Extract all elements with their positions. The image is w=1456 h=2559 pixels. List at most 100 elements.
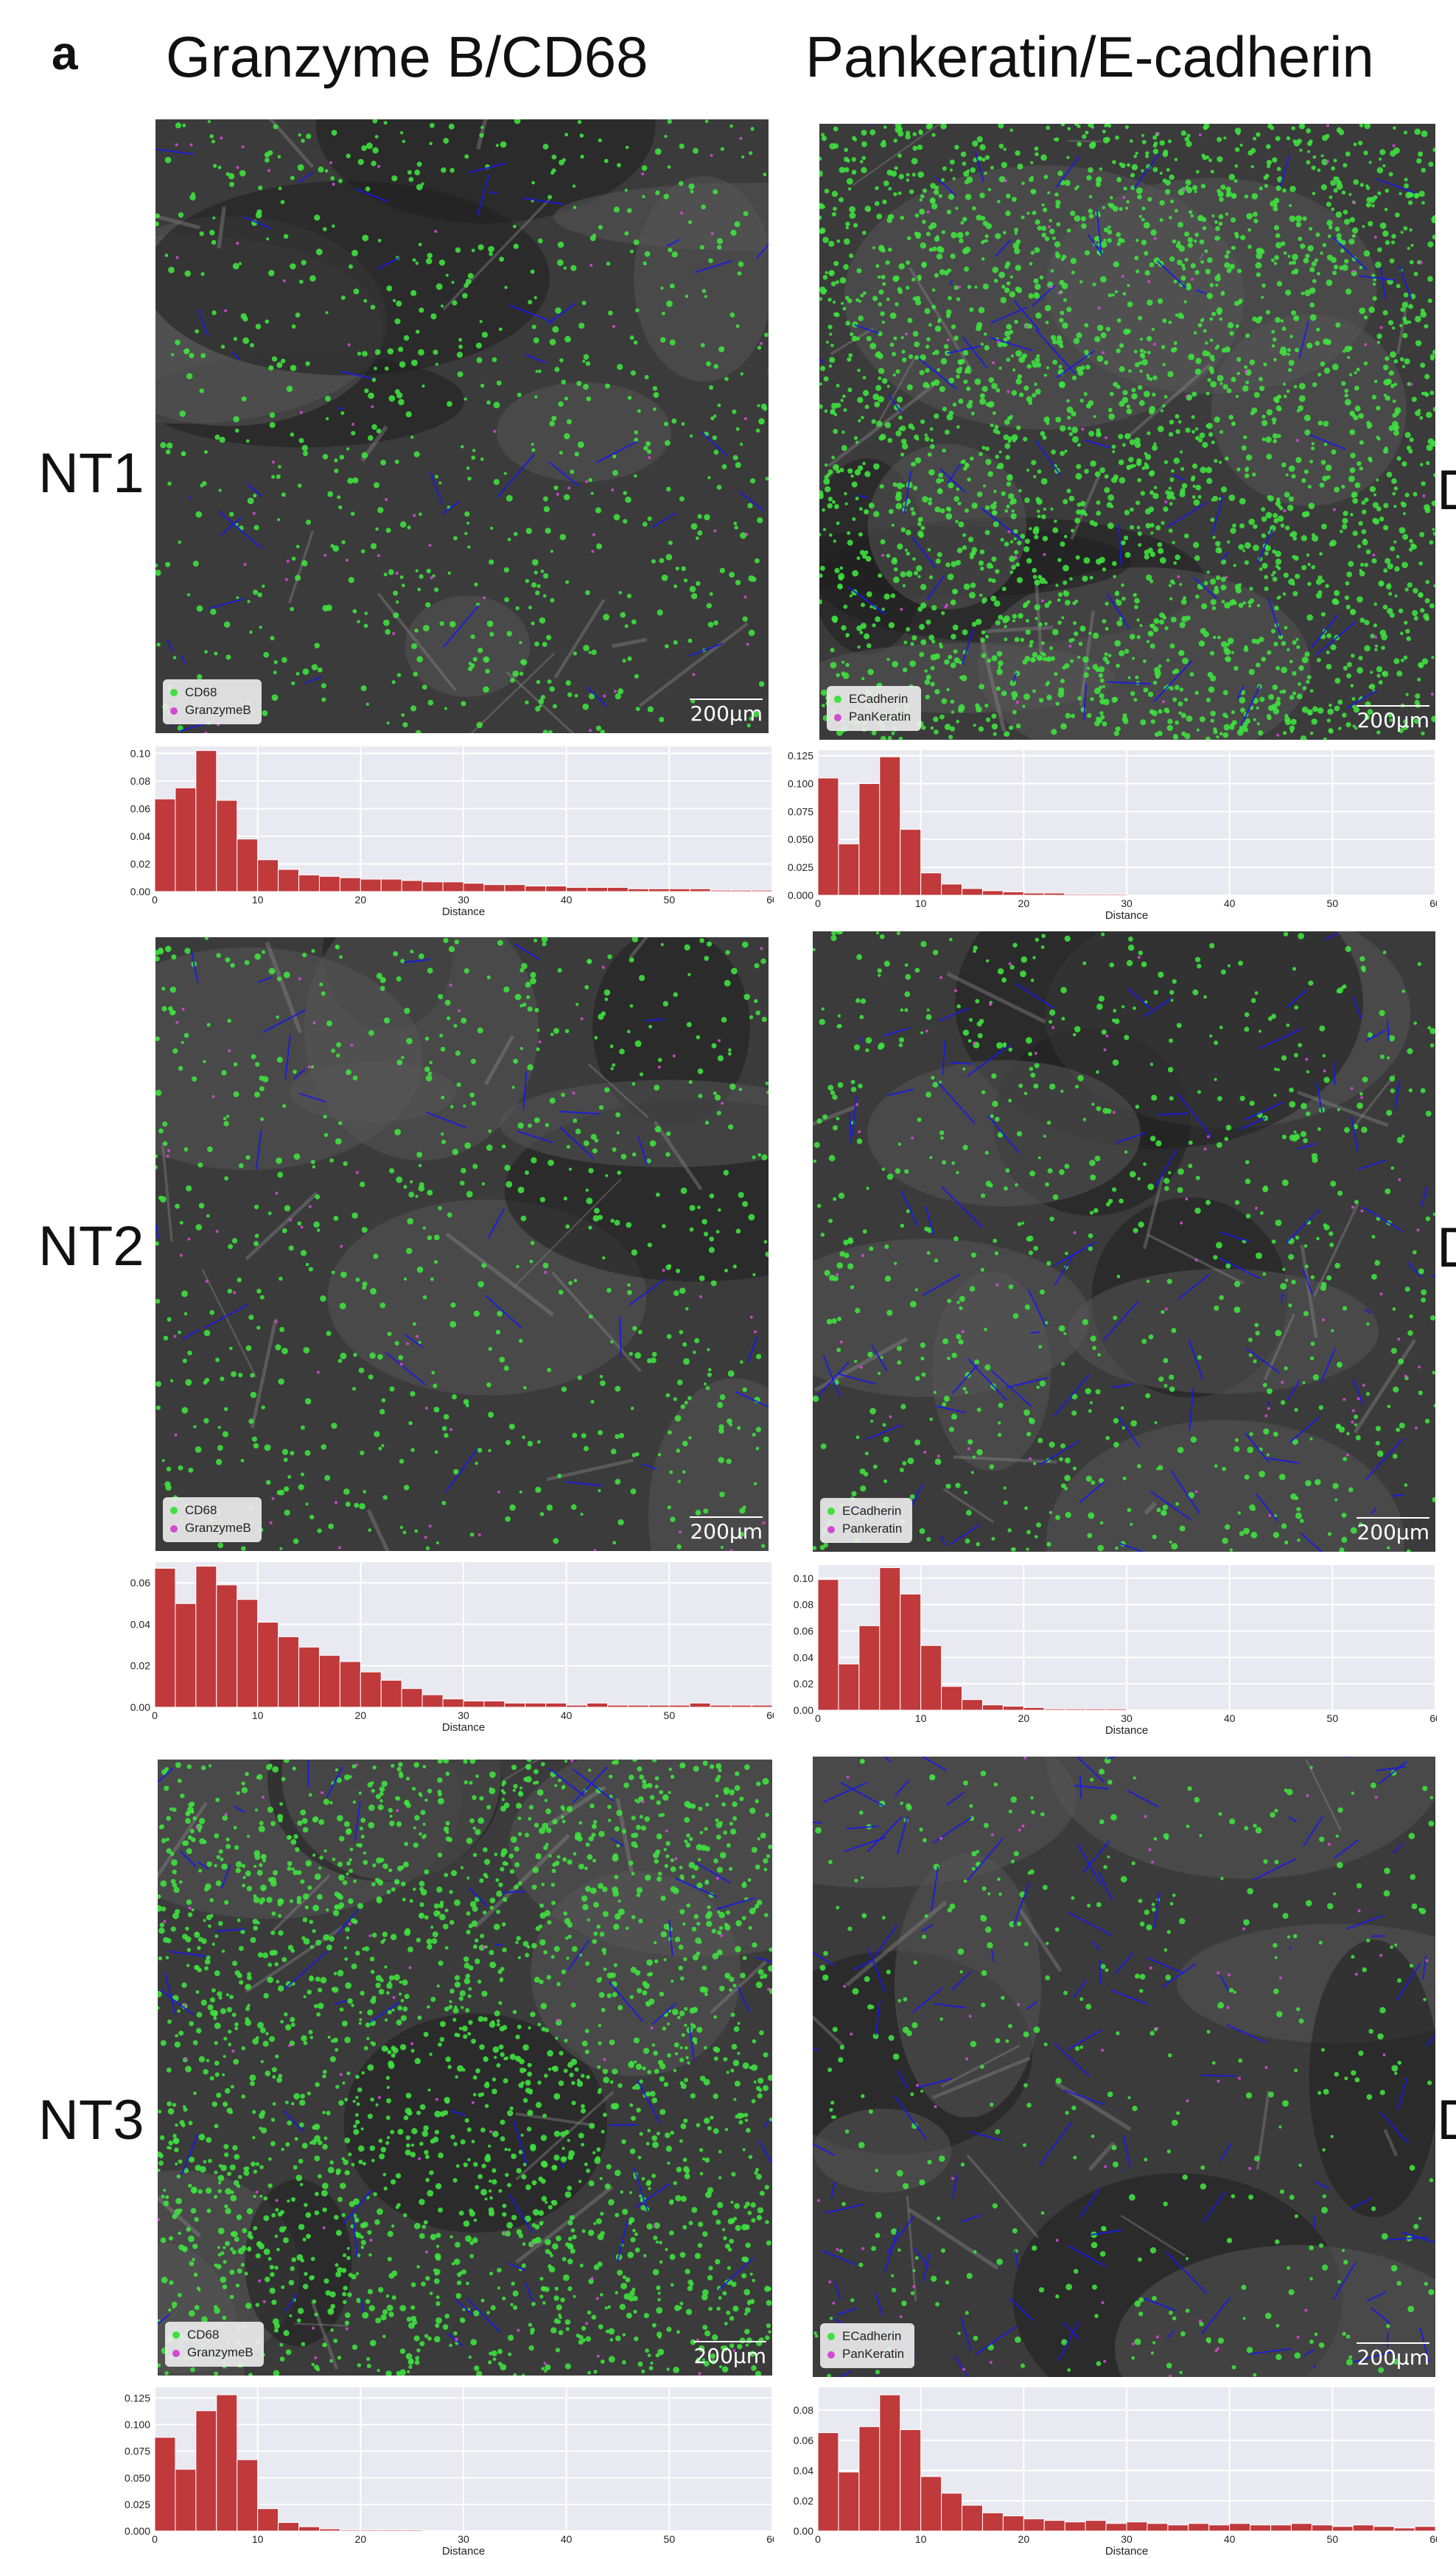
histogram-bar — [751, 1704, 773, 1708]
y-tick-label: 0.06 — [130, 802, 150, 814]
histogram-bar — [318, 1655, 340, 1708]
legend-label: ECadherin — [849, 691, 909, 706]
histogram-bar — [1023, 1706, 1045, 1711]
scale-bar: 200μm — [690, 699, 763, 726]
histogram-bar — [981, 1704, 1004, 1711]
histogram-bar — [298, 874, 320, 892]
histogram-bar — [216, 2394, 238, 2532]
y-tick-label: 0.100 — [125, 2419, 150, 2431]
histogram-bar — [401, 1688, 423, 1708]
histogram-bar — [1002, 2515, 1024, 2532]
histogram-bar — [1270, 2524, 1292, 2532]
histogram-bar — [1043, 892, 1065, 896]
histogram-bar — [627, 888, 649, 892]
y-tick-label: 0.00 — [130, 1701, 150, 1713]
histogram-bar — [817, 2432, 839, 2532]
green-dot-icon — [834, 696, 841, 704]
y-tick-label: 0.000 — [788, 889, 813, 901]
scale-bar: 200μm — [1357, 1517, 1429, 1544]
histogram-bar — [442, 1698, 464, 1708]
x-tick-label: 30 — [1121, 897, 1133, 909]
histogram-bar — [981, 890, 1004, 896]
histogram-bar — [175, 1603, 197, 1708]
histogram-bar — [1167, 2524, 1189, 2532]
column-title-pankeratin: Pankeratin/E-cadherin — [805, 24, 1374, 89]
y-tick-label: 0.08 — [794, 2404, 813, 2416]
histogram-bar — [380, 878, 402, 892]
histogram-bar — [1250, 2524, 1272, 2532]
histogram-bar — [1311, 2524, 1333, 2532]
histogram-bar — [668, 1704, 690, 1708]
x-tick-label: 50 — [1327, 897, 1339, 909]
y-tick-label: 0.02 — [794, 2495, 813, 2507]
histogram-bar — [879, 2394, 901, 2532]
legend-label: CD68 — [185, 685, 217, 699]
image-legend: CD68 GranzymeB — [163, 1496, 262, 1542]
histogram-bar — [1229, 2523, 1251, 2532]
y-tick-label: 0.10 — [130, 747, 150, 759]
histogram-bar — [1085, 2520, 1107, 2532]
x-tick-label: 20 — [355, 894, 367, 906]
x-tick-label: 60 — [766, 1709, 774, 1721]
magenta-dot-icon — [170, 1524, 178, 1533]
histogram-bar — [1126, 2521, 1148, 2532]
y-tick-label: 0.02 — [794, 1678, 813, 1690]
legend-label: ECadherin — [842, 2328, 902, 2343]
histogram-bar — [920, 872, 942, 896]
y-tick-label: 0.04 — [794, 1651, 813, 1663]
y-tick-label: 0.00 — [794, 2525, 813, 2537]
histogram-bar — [318, 875, 340, 892]
x-tick-label: 30 — [458, 2533, 469, 2545]
y-tick-label: 0.075 — [125, 2446, 150, 2457]
x-tick-label: 0 — [152, 894, 158, 906]
histogram-bar — [648, 1704, 670, 1708]
histogram-bar — [648, 888, 670, 892]
y-tick-label: 0.08 — [130, 775, 150, 787]
histogram-bar — [545, 1702, 567, 1708]
histogram-bar — [1064, 1708, 1086, 1711]
x-tick-label: 60 — [1429, 897, 1437, 909]
x-axis-label: Distance — [442, 906, 485, 918]
scale-bar: 200μm — [1357, 2342, 1429, 2370]
x-tick-label: 0 — [152, 2533, 158, 2545]
microscopy-image: CD68 GranzymeB 200μm — [155, 937, 769, 1551]
microscopy-image: ECadherin Pankeratin 200μm — [813, 931, 1435, 1552]
green-dot-icon — [827, 2333, 835, 2341]
x-tick-label: 60 — [1429, 1712, 1437, 1724]
x-tick-label: 50 — [664, 1709, 676, 1721]
histogram-bar — [195, 2410, 217, 2532]
cutoff-label: D — [1437, 2093, 1456, 2149]
x-tick-label: 0 — [152, 1709, 158, 1721]
image-legend: ECadherin PanKeratin — [827, 685, 922, 731]
histogram-bar — [1105, 893, 1127, 896]
histogram-bar — [627, 1704, 649, 1708]
x-axis-label: Distance — [1105, 909, 1148, 922]
histogram-bar — [195, 750, 217, 892]
histogram-bar — [858, 783, 881, 896]
histogram-bar — [442, 881, 464, 892]
image-legend: ECadherin Pankeratin — [820, 1497, 913, 1543]
magenta-dot-icon — [827, 1525, 835, 1533]
y-tick-label: 0.06 — [794, 2434, 813, 2446]
histogram-bar — [900, 2429, 922, 2532]
histogram-bar — [1188, 2523, 1210, 2532]
microscopy-image: ECadherin PanKeratin 200μm — [813, 1757, 1435, 2377]
histogram-bar — [566, 1704, 588, 1708]
legend-label: GranzymeB — [185, 1521, 251, 1536]
x-axis-label: Distance — [1105, 1724, 1148, 1737]
histogram-bar — [380, 2530, 402, 2532]
histogram-bar — [566, 886, 588, 892]
histogram-bar — [941, 2493, 963, 2532]
y-tick-label: 0.04 — [130, 830, 150, 842]
histogram-bar — [257, 1622, 279, 1708]
panel-letter: a — [52, 27, 78, 80]
image-legend: CD68 GranzymeB — [163, 679, 262, 724]
y-tick-label: 0.125 — [788, 750, 813, 762]
histogram-bar — [689, 888, 711, 892]
x-tick-label: 10 — [252, 894, 264, 906]
column-title-granzyme: Granzyme B/CD68 — [166, 24, 648, 89]
histogram-bar — [1290, 2523, 1312, 2532]
x-tick-label: 0 — [815, 1712, 821, 1724]
histogram-bar — [689, 1702, 711, 1708]
y-tick-label: 0.02 — [130, 858, 150, 869]
